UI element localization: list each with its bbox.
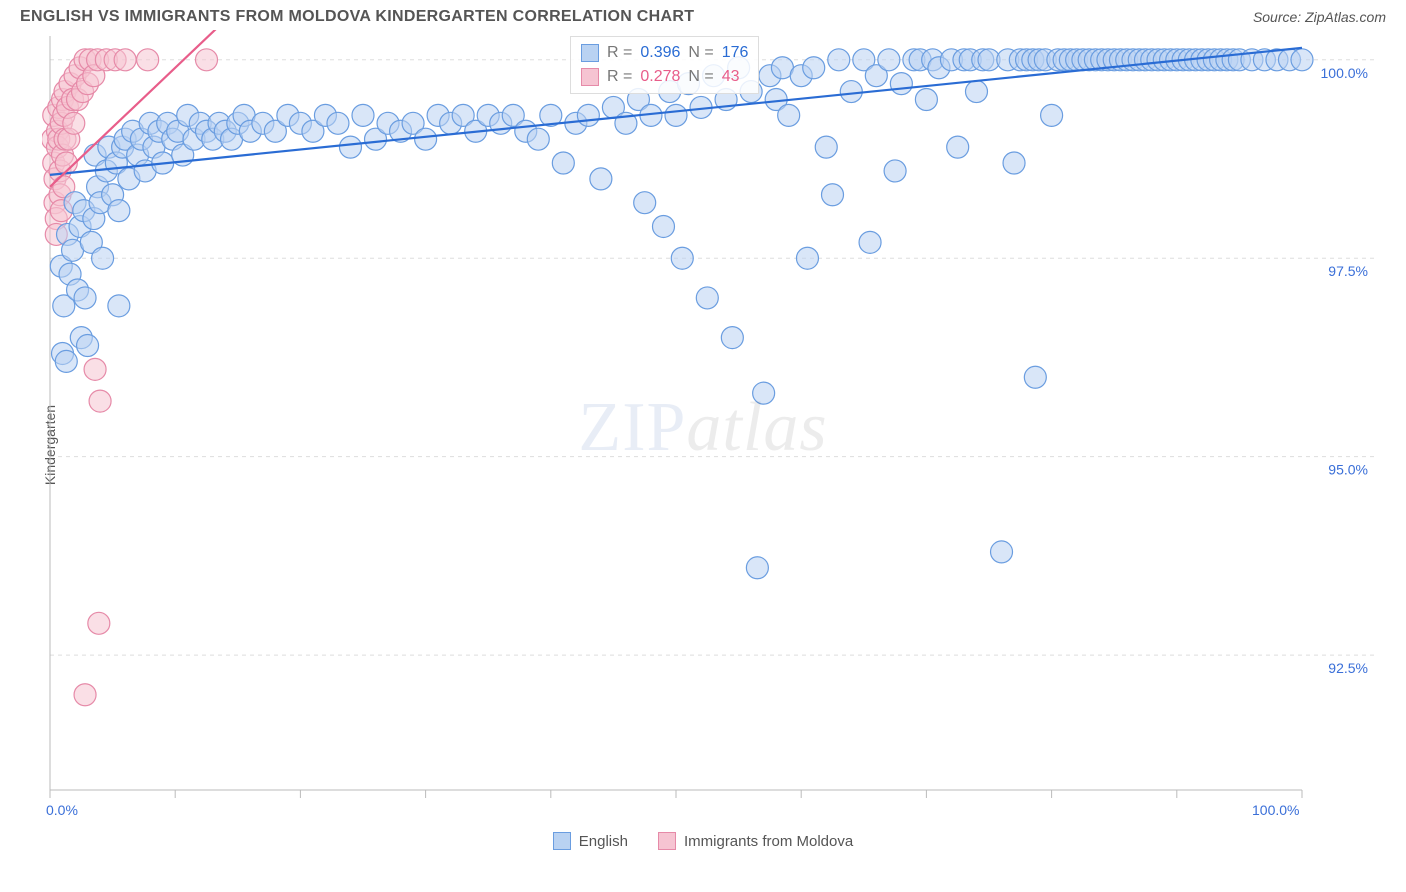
scatter-plot: 92.5% 95.0% 97.5% 100.0% bbox=[42, 30, 1382, 830]
n-value-moldova: 43 bbox=[722, 65, 740, 89]
legend-item-english: English bbox=[553, 832, 628, 850]
x-label-min: 0.0% bbox=[46, 802, 78, 818]
chart-area: Kindergarten 92.5%95.0%97.5%100.0% ZIPat… bbox=[0, 30, 1406, 860]
swatch-moldova-icon bbox=[658, 832, 676, 850]
r-value-moldova: 0.278 bbox=[640, 65, 680, 89]
chart-header: ENGLISH VS IMMIGRANTS FROM MOLDOVA KINDE… bbox=[0, 0, 1406, 30]
svg-text:95.0%: 95.0% bbox=[1328, 462, 1368, 478]
swatch-english-icon bbox=[581, 44, 599, 62]
swatch-moldova-icon bbox=[581, 68, 599, 86]
svg-text:92.5%: 92.5% bbox=[1328, 660, 1368, 676]
chart-title: ENGLISH VS IMMIGRANTS FROM MOLDOVA KINDE… bbox=[20, 8, 694, 26]
svg-text:97.5%: 97.5% bbox=[1328, 263, 1368, 279]
swatch-english-icon bbox=[553, 832, 571, 850]
stats-row-english: R = 0.396 N = 176 bbox=[581, 41, 748, 65]
svg-text:100.0%: 100.0% bbox=[1321, 65, 1368, 81]
n-value-english: 176 bbox=[722, 41, 749, 65]
series-legend: English Immigrants from Moldova bbox=[0, 832, 1406, 850]
legend-item-moldova: Immigrants from Moldova bbox=[658, 832, 853, 850]
stats-row-moldova: R = 0.278 N = 43 bbox=[581, 65, 748, 89]
stats-legend: R = 0.396 N = 176 R = 0.278 N = 43 bbox=[570, 36, 759, 94]
x-axis-labels: 0.0% 100.0% bbox=[42, 802, 1382, 822]
r-value-english: 0.396 bbox=[640, 41, 680, 65]
chart-source: Source: ZipAtlas.com bbox=[1253, 9, 1386, 25]
x-label-max: 100.0% bbox=[1252, 802, 1299, 818]
